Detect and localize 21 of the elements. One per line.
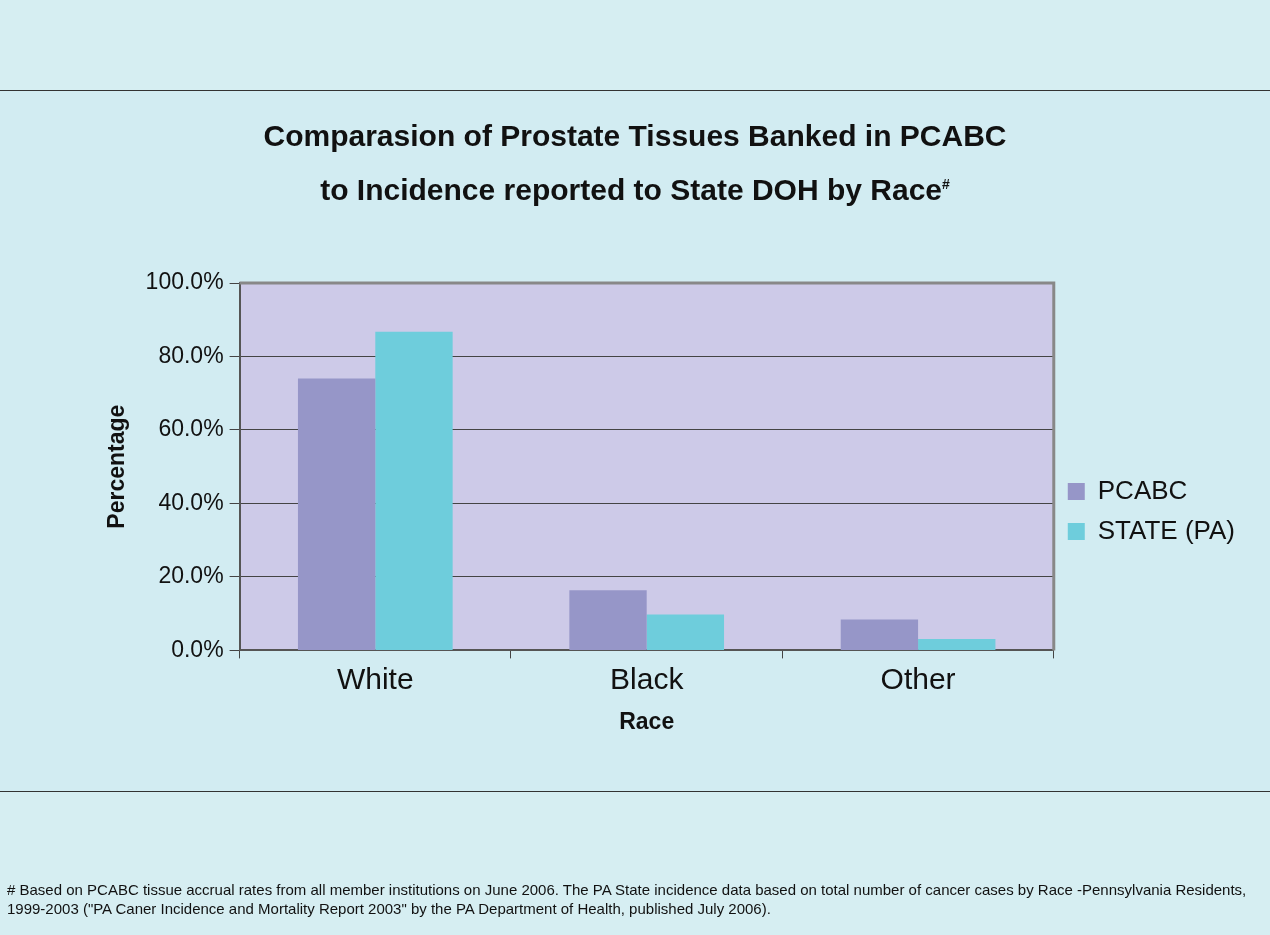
y-axis-title: Percentage <box>103 404 130 529</box>
y-tick-label: 100.0% <box>145 268 224 295</box>
legend-label: STATE (PA) <box>1097 514 1236 545</box>
x-axis-title: Race <box>619 707 675 734</box>
bar <box>297 378 376 650</box>
bar <box>646 614 725 650</box>
bar <box>375 331 453 650</box>
chart-title: Comparasion of Prostate Tissues Banked in PCABC to Incidence reported to State DOH by Race$^{#}$ <box>262 118 1008 208</box>
y-tick-label: 60.0% <box>158 415 224 442</box>
legend-label: PCABC <box>1097 474 1188 505</box>
bar <box>569 590 647 650</box>
bar <box>840 619 919 650</box>
bar <box>918 639 996 650</box>
x-tick-label: White <box>336 661 414 695</box>
y-tick-label: 80.0% <box>158 341 224 368</box>
x-tick-label: Other <box>880 661 956 695</box>
x-tick-label: Black <box>610 661 685 695</box>
text: # Based on PCABC tissue accrual rates from all member institutions on June 2006. The PA State incidence data based on total number of cancer cases by Race -Pennsylvania Residents, 1999-2003 ("PA Caner Incidence and Mortality Report 2003" by the PA Department of Health, published July 2006). <box>7 880 1248 918</box>
y-tick-label: 0.0% <box>171 635 224 662</box>
y-tick-label: 20.0% <box>158 562 224 589</box>
y-tick-label: 40.0% <box>158 488 224 515</box>
